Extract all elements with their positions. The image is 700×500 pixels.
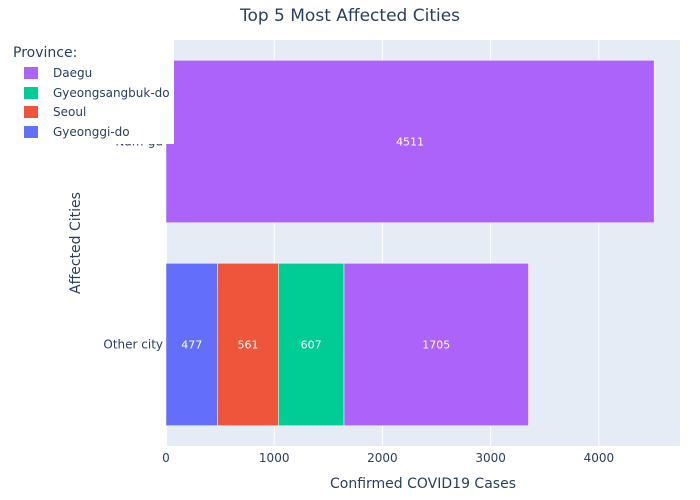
legend-item[interactable]: Daegu [24, 64, 92, 82]
legend-swatch [24, 106, 38, 118]
legend-swatch [24, 67, 38, 79]
legend-label: Gyeonggi-do [53, 124, 130, 139]
bar-data-label: 1705 [422, 339, 450, 352]
legend-item[interactable]: Gyeonggi-do [24, 123, 130, 141]
legend: Province: Daegu Gyeongsangbuk-do Seoul Gyeo… [0, 40, 174, 144]
x-axis-label: Confirmed COVID19 Cases [330, 476, 516, 492]
legend-item[interactable]: Gyeongsangbuk-do [24, 84, 170, 102]
bar-data-label: 477 [181, 339, 202, 352]
x-tick-label: 2000 [367, 451, 398, 465]
legend-item[interactable]: Seoul [24, 103, 86, 121]
bar-gyeonggi-do[interactable] [165, 263, 218, 426]
bar-daegu[interactable] [343, 263, 529, 426]
bar-data-label: 607 [301, 339, 322, 352]
x-tick-label: 1000 [259, 451, 290, 465]
chart-title: Top 5 Most Affected Cities [239, 6, 460, 26]
y-tick-label: Other city [103, 338, 163, 352]
bar-daegu[interactable] [165, 60, 655, 223]
y-axis-label: Affected Cities [68, 192, 84, 294]
legend-swatch [24, 125, 38, 138]
legend-label: Daegu [53, 66, 93, 80]
x-tick-label: 3000 [475, 451, 506, 465]
bar-data-label: 561 [237, 339, 258, 352]
legend-label: Seoul [53, 105, 87, 119]
bar-data-label: 4511 [396, 136, 424, 149]
x-tick-label: 0 [162, 451, 170, 465]
x-tick-label: 4000 [584, 451, 615, 465]
bar-seoul[interactable] [217, 263, 279, 426]
bar-gyeongsangbuk-do[interactable] [278, 263, 345, 426]
legend-title: Province: [13, 45, 78, 61]
legend-label: Gyeongsangbuk-do [53, 85, 170, 100]
legend-swatch [24, 86, 38, 99]
